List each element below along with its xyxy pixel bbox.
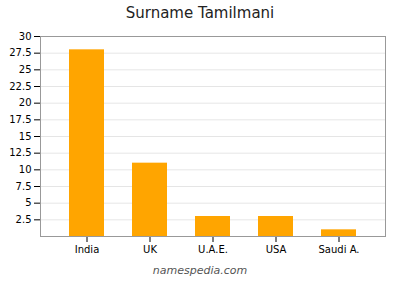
svg-text:17.5: 17.5: [9, 114, 31, 125]
svg-text:USA: USA: [266, 244, 287, 255]
svg-text:10: 10: [19, 164, 32, 175]
svg-text:7.5: 7.5: [16, 181, 32, 192]
svg-text:UK: UK: [143, 244, 157, 255]
svg-text:20: 20: [19, 97, 32, 108]
svg-text:5: 5: [25, 197, 31, 208]
svg-text:27.5: 27.5: [9, 47, 31, 58]
svg-text:U.A.E.: U.A.E.: [198, 244, 228, 255]
svg-text:Saudi A.: Saudi A.: [319, 244, 360, 255]
svg-text:12.5: 12.5: [9, 147, 31, 158]
svg-text:25: 25: [19, 64, 32, 75]
svg-text:15: 15: [19, 131, 32, 142]
html-text:Surname Tamilmani: Surname Tamilmani: [125, 4, 275, 22]
html-text:namespedia.com: namespedia.com: [152, 264, 248, 277]
svg-text:2.5: 2.5: [16, 214, 32, 225]
svg-text:India: India: [75, 244, 100, 255]
svg-text:30: 30: [19, 31, 32, 42]
svg-text:22.5: 22.5: [9, 81, 31, 92]
